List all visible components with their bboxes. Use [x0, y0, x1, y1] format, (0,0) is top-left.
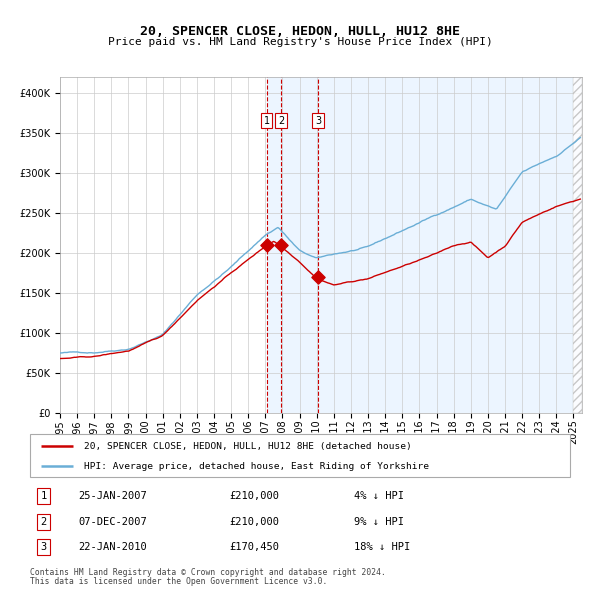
Text: £210,000: £210,000 [230, 491, 280, 502]
Bar [574, 77, 582, 413]
Text: Price paid vs. HM Land Registry's House Price Index (HPI): Price paid vs. HM Land Registry's House … [107, 37, 493, 47]
Text: 18% ↓ HPI: 18% ↓ HPI [354, 542, 410, 552]
Text: 2: 2 [278, 116, 284, 126]
Point [313, 272, 323, 281]
Point [277, 240, 286, 250]
Text: 25-JAN-2007: 25-JAN-2007 [79, 491, 148, 502]
Text: 2: 2 [40, 517, 47, 527]
Text: Contains HM Land Registry data © Crown copyright and database right 2024.: Contains HM Land Registry data © Crown c… [30, 568, 386, 576]
Text: £210,000: £210,000 [230, 517, 280, 527]
Text: 3: 3 [40, 542, 47, 552]
Point [262, 240, 271, 250]
Text: HPI: Average price, detached house, East Riding of Yorkshire: HPI: Average price, detached house, East… [84, 461, 429, 471]
Text: £170,450: £170,450 [230, 542, 280, 552]
Text: 9% ↓ HPI: 9% ↓ HPI [354, 517, 404, 527]
Text: 3: 3 [315, 116, 321, 126]
Text: 07-DEC-2007: 07-DEC-2007 [79, 517, 148, 527]
Text: 20, SPENCER CLOSE, HEDON, HULL, HU12 8HE: 20, SPENCER CLOSE, HEDON, HULL, HU12 8HE [140, 25, 460, 38]
Text: 1: 1 [263, 116, 269, 126]
Text: This data is licensed under the Open Government Licence v3.0.: This data is licensed under the Open Gov… [30, 577, 328, 586]
Text: 20, SPENCER CLOSE, HEDON, HULL, HU12 8HE (detached house): 20, SPENCER CLOSE, HEDON, HULL, HU12 8HE… [84, 442, 412, 451]
Text: 4% ↓ HPI: 4% ↓ HPI [354, 491, 404, 502]
Text: 1: 1 [40, 491, 47, 502]
Bar [266, 77, 582, 413]
Text: 22-JAN-2010: 22-JAN-2010 [79, 542, 148, 552]
